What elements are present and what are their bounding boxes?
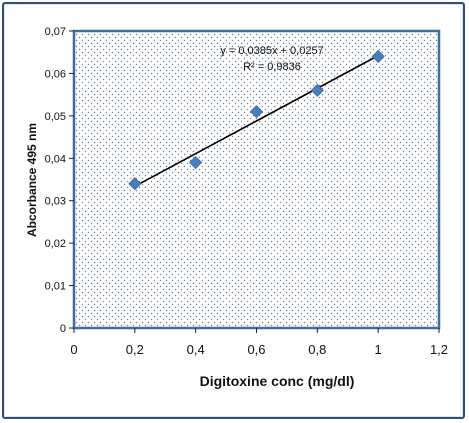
- plot-area: [72, 29, 441, 330]
- y-axis: 0 0,01 0,02 0,03 0,04 0,05 0,06 0,07: [45, 26, 74, 335]
- x-axis-title: Digitoxine conc (mg/dl): [200, 373, 355, 389]
- x-tick-label: 1,2: [430, 342, 448, 357]
- y-tick-label: 0,01: [45, 281, 66, 293]
- x-tick-label: 0,4: [187, 342, 205, 357]
- trendline-r-squared: R² = 0,9836: [243, 61, 301, 73]
- x-tick-label: 1: [375, 342, 382, 357]
- y-tick-label: 0,06: [45, 68, 66, 80]
- x-axis: 0 0,2 0,4 0,6 0,8 1 1,2: [70, 328, 448, 357]
- data-point: [189, 155, 203, 170]
- y-tick-label: 0,07: [45, 26, 66, 38]
- y-axis-title: Abcorbance 495 nm: [25, 123, 39, 237]
- y-tick-label: 0,04: [45, 153, 66, 165]
- trendline: [134, 54, 379, 187]
- x-tick-label: 0,8: [308, 342, 326, 357]
- trendline-group: [134, 54, 379, 187]
- x-tick-label: 0,6: [247, 342, 265, 357]
- y-tick-label: 0,03: [45, 196, 66, 208]
- y-tick-label: 0,02: [45, 238, 66, 250]
- data-point: [249, 105, 264, 119]
- data-points: [128, 49, 385, 191]
- data-point: [371, 49, 385, 64]
- y-tick-label: 0: [60, 323, 66, 335]
- data-point: [310, 83, 324, 97]
- data-point: [128, 177, 142, 191]
- y-tick-label: 0,05: [45, 111, 66, 123]
- x-tick-label: 0: [70, 342, 77, 357]
- x-tick-label: 0,2: [126, 342, 144, 357]
- trendline-equation: y = 0,0385x + 0,0257: [220, 45, 323, 57]
